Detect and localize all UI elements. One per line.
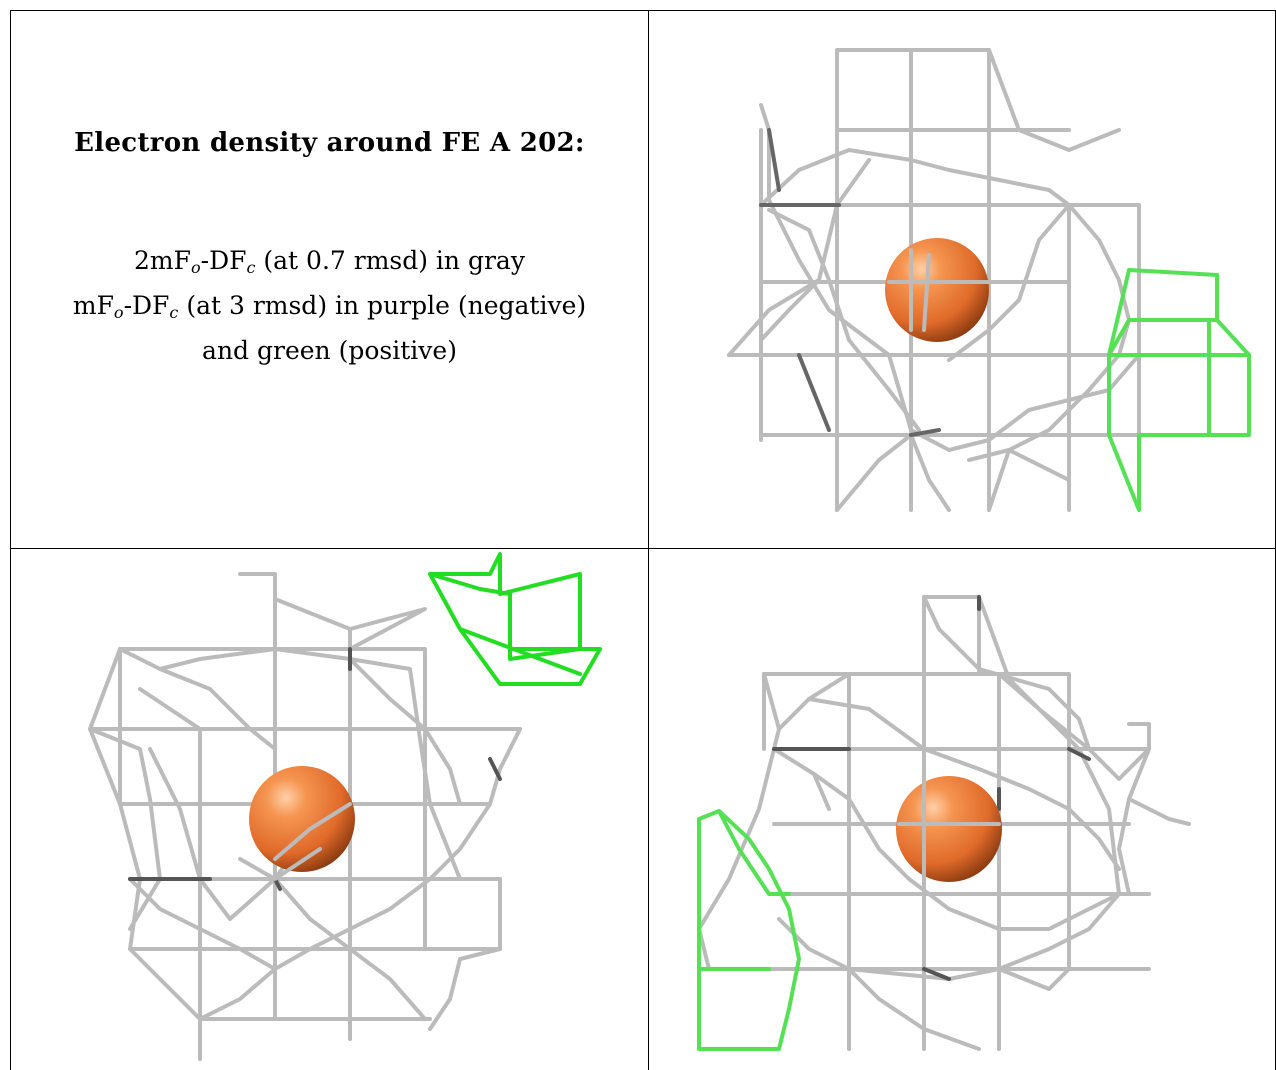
2fofc-mesh-front bbox=[887, 248, 991, 332]
caption-cell: Electron density around FE A 202: 2mFo-D… bbox=[10, 10, 649, 549]
density-view-1 bbox=[649, 10, 1276, 549]
2fofc-mesh bbox=[697, 595, 1191, 1051]
density-view-2-svg bbox=[88, 552, 602, 1061]
2fofc-mesh-dark bbox=[128, 647, 502, 891]
figure-table: Electron density around FE A 202: 2mFo-D… bbox=[10, 10, 1276, 1070]
density-view-2 bbox=[10, 549, 649, 1070]
caption-legend: 2mFo-DFc (at 0.7 rmsd) in gray mFo-DFc (… bbox=[10, 242, 648, 370]
2fofc-mesh-dark bbox=[772, 595, 1091, 981]
caption-title: Electron density around FE A 202: bbox=[74, 128, 585, 158]
fe-atom-sphere bbox=[896, 776, 1002, 882]
legend-2fofc: 2mFo-DFc (at 0.7 rmsd) in gray bbox=[134, 246, 525, 277]
density-view-3 bbox=[649, 549, 1276, 1070]
legend-positive: and green (positive) bbox=[202, 336, 457, 365]
fe-atom-sphere bbox=[885, 238, 989, 342]
fofc-positive-mesh bbox=[697, 809, 801, 1051]
density-view-1-svg bbox=[727, 48, 1251, 512]
fe-atom-sphere bbox=[249, 766, 355, 872]
fofc-positive-mesh bbox=[428, 552, 602, 686]
2fofc-mesh-front bbox=[897, 777, 1001, 881]
2fofc-mesh-front bbox=[238, 802, 352, 881]
legend-fofc: mFo-DFc (at 3 rmsd) in purple (negative) bbox=[72, 291, 587, 322]
2fofc-mesh-dark bbox=[759, 128, 941, 437]
fofc-positive-mesh bbox=[1107, 268, 1251, 512]
density-view-3-svg bbox=[697, 595, 1191, 1051]
